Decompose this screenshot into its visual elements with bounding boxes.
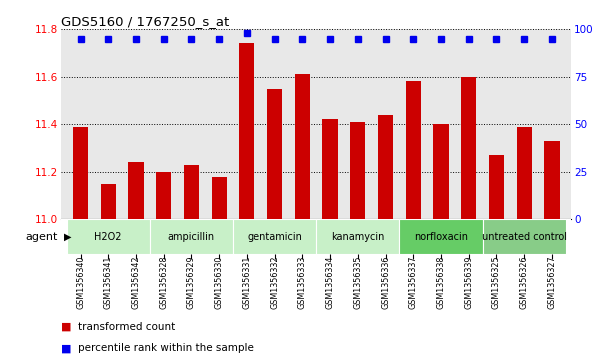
Bar	[156, 172, 171, 220]
Bar	[267, 89, 282, 220]
Text: transformed count: transformed count	[78, 322, 175, 332]
Bar	[544, 141, 560, 220]
Bar	[128, 162, 144, 220]
Bar	[184, 165, 199, 220]
Bar	[150, 220, 233, 254]
Text: gentamicin: gentamicin	[247, 232, 302, 242]
Text: percentile rank within the sample: percentile rank within the sample	[78, 343, 254, 354]
Bar	[378, 115, 393, 220]
Text: ■: ■	[61, 343, 75, 354]
Bar	[73, 127, 88, 220]
Text: H2O2: H2O2	[95, 232, 122, 242]
Text: ampicillin: ampicillin	[168, 232, 215, 242]
Bar	[323, 119, 338, 220]
Bar	[400, 220, 483, 254]
Bar	[233, 220, 316, 254]
Text: kanamycin: kanamycin	[331, 232, 384, 242]
Text: ■: ■	[61, 322, 75, 332]
Bar	[350, 122, 365, 220]
Bar	[211, 177, 227, 220]
Bar	[240, 43, 255, 220]
Text: norfloxacin: norfloxacin	[414, 232, 468, 242]
Text: GDS5160 / 1767250_s_at: GDS5160 / 1767250_s_at	[61, 15, 229, 28]
Bar	[67, 220, 150, 254]
Text: agent: agent	[26, 232, 58, 242]
Bar	[461, 77, 477, 220]
Text: ▶: ▶	[64, 232, 71, 242]
Bar	[483, 220, 566, 254]
Text: untreated control: untreated control	[481, 232, 566, 242]
Bar	[489, 155, 504, 220]
Bar	[295, 74, 310, 220]
Bar	[316, 220, 400, 254]
Bar	[516, 127, 532, 220]
Bar	[101, 184, 116, 220]
Bar	[433, 124, 448, 220]
Bar	[406, 81, 421, 220]
